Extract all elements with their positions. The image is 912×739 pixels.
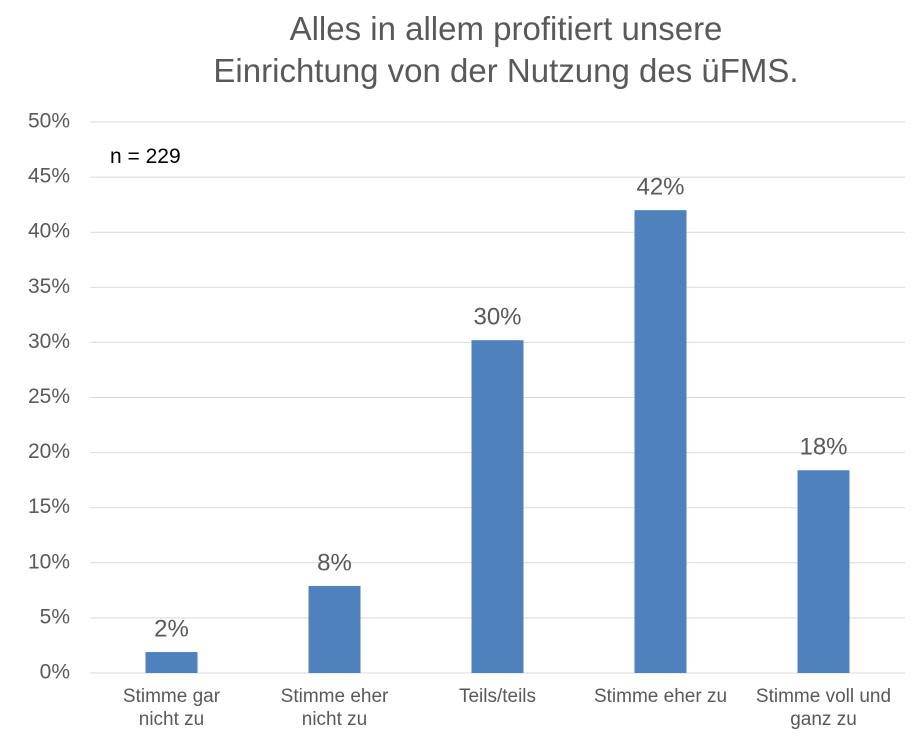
x-tick-label: Stimme eher zu	[593, 686, 728, 707]
y-tick-label: 5%	[40, 605, 70, 628]
data-label: 30%	[473, 304, 521, 331]
chart-title: Alles in allem profitiert unsere Einrich…	[213, 10, 799, 89]
bar	[145, 652, 198, 673]
data-label: 2%	[154, 615, 189, 642]
bar	[797, 470, 850, 673]
y-tick-label: 0%	[40, 661, 70, 684]
x-tick-label: Teils/teils	[458, 686, 537, 707]
y-tick-label: 30%	[28, 330, 70, 353]
x-tick-label: Stimme gar nicht zu	[122, 686, 221, 730]
y-tick-label: 50%	[28, 110, 70, 133]
y-tick-label: 45%	[28, 165, 70, 188]
x-tick-label: Stimme eher nicht zu	[280, 686, 389, 730]
data-label: 8%	[317, 549, 352, 576]
bar	[308, 585, 361, 673]
y-tick-label: 25%	[28, 385, 70, 408]
y-tick-label: 15%	[28, 495, 70, 518]
y-tick-label: 35%	[28, 275, 70, 298]
x-tick-label: Stimme voll und ganz zu	[755, 686, 892, 730]
data-label: 18%	[799, 434, 847, 461]
bar	[471, 340, 524, 673]
y-tick-label: 20%	[28, 440, 70, 463]
y-tick-label: 40%	[28, 220, 70, 243]
annotation: n = 229	[110, 145, 181, 168]
bar	[634, 210, 687, 673]
y-tick-label: 10%	[28, 550, 70, 573]
data-label: 42%	[636, 174, 684, 201]
